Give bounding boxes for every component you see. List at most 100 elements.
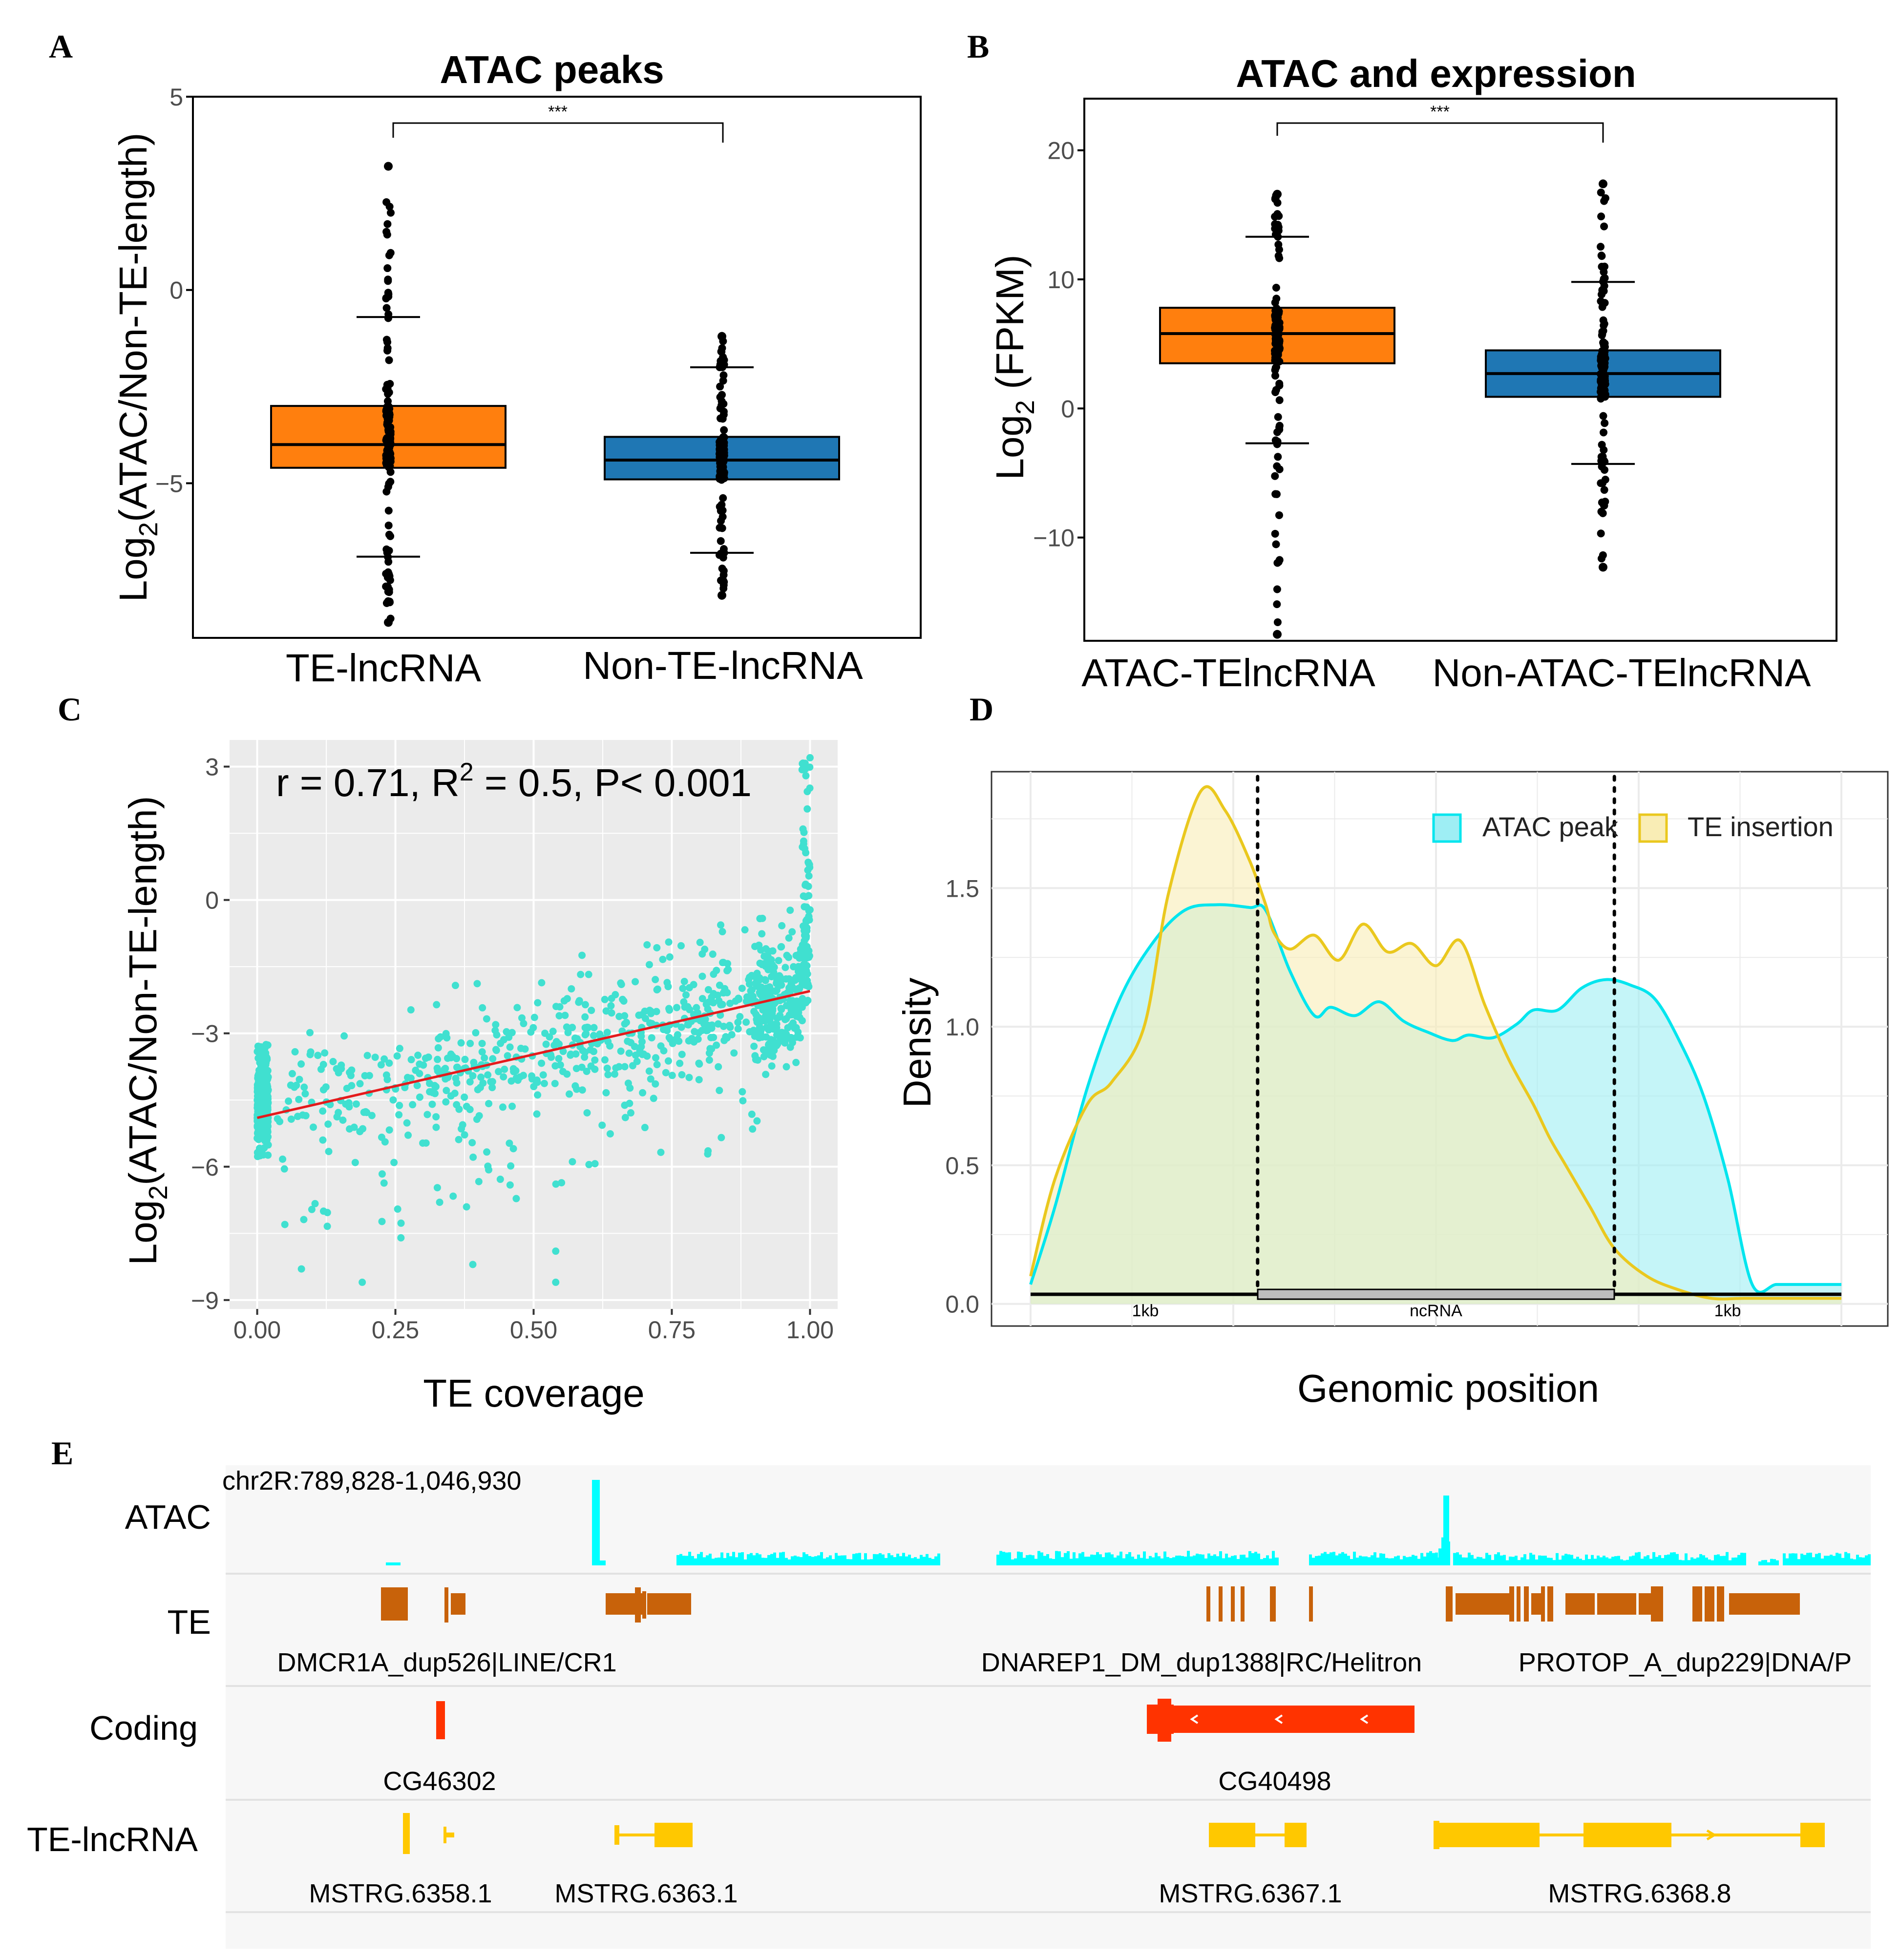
lncrna-track [403,1813,1825,1854]
scatter-point [356,1080,364,1088]
scatter-point [466,1106,474,1114]
atac-bar [1647,1555,1649,1565]
atac-bar [1620,1559,1623,1565]
atac-bar [882,1554,885,1565]
atac-bar [718,1557,720,1565]
scatter-point [558,1179,566,1187]
scatter-point [697,1017,704,1025]
atac-bar [1371,1555,1373,1565]
scatter-point [489,1055,497,1063]
data-point [718,391,726,399]
scatter-point [798,981,806,989]
atac-bar [826,1557,829,1565]
atac-bar [785,1558,788,1565]
atac-bar [703,1557,706,1565]
scatter-point [279,1155,287,1163]
scatter-point [717,1001,725,1009]
scatter-point [739,1088,746,1096]
atac-bar [761,1558,764,1565]
atac-bar [682,1556,685,1565]
scatter-point [743,993,751,1001]
atac-bar [1093,1555,1096,1565]
atac-bar [1362,1556,1365,1565]
atac-bar [715,1558,718,1565]
panel-c-y-label: Log2(ATAC/Non-TE-length) [121,796,173,1265]
data-point [384,390,392,398]
scatter-point [659,955,667,963]
data-point [383,573,392,582]
scatter-point [646,1019,654,1027]
scatter-point [688,1034,696,1042]
scatter-point [706,1045,714,1053]
atac-bar [1582,1560,1585,1565]
atac-bar [1140,1558,1143,1565]
atac-bar [873,1554,876,1565]
scatter-point [802,893,810,901]
data-point [719,433,727,441]
scatter-point [590,1048,598,1055]
data-point [382,336,391,344]
scatter-point [569,1158,576,1166]
scatter-point [261,1106,269,1114]
atac-bar [770,1554,773,1565]
track-label-te: TE [168,1603,211,1641]
atac-bar [1859,1557,1862,1565]
scatter-point [627,1039,635,1047]
panel-c-annotation: r = 0.71, R2 = 0.5, P< 0.001 [276,758,752,804]
data-point [1601,274,1609,282]
atac-bar [1614,1556,1617,1565]
scatter-point [297,1060,305,1068]
x-tick-label: 0.25 [372,1316,419,1344]
atac-bar [1011,1559,1014,1565]
atac-bar [1350,1559,1353,1565]
scatter-point [708,993,716,1001]
atac-bar [1573,1559,1576,1565]
atac-bar [1234,1555,1237,1565]
atac-bar [1641,1559,1644,1565]
scatter-point [756,959,764,967]
panel-d-boundaries [1256,775,1616,1294]
atac-bar [1248,1551,1251,1565]
scatter-point [409,1101,417,1109]
atac-bar [931,1559,934,1565]
scatter-point [501,1065,508,1073]
scatter-point [757,946,765,954]
scatter-point [555,1040,563,1048]
atac-bar [908,1555,911,1565]
scatter-point [407,1075,415,1082]
data-point [383,264,392,273]
data-point [1597,189,1605,197]
data-point [386,532,395,540]
atac-bar [1225,1554,1228,1565]
data-point [1600,341,1608,350]
panel-b-x-label-atac: ATAC-TElncRNA [1081,651,1375,695]
scatter-point [750,1042,758,1050]
atac-bar [1391,1558,1394,1565]
atac-bar [1658,1555,1661,1565]
data-point [1600,379,1608,387]
atac-bar [1111,1554,1114,1565]
atac-bar [1064,1553,1067,1565]
scatter-point [788,928,796,936]
scatter-point [718,928,726,936]
scatter-point [588,1007,595,1014]
scatter-point [583,1109,591,1117]
scatter-point [432,1113,440,1121]
data-point-min [384,618,393,627]
atac-bar [764,1558,767,1565]
scatter-point [329,1058,337,1066]
scatter-point [499,1103,507,1111]
scatter-point [696,1060,703,1068]
scatter-point [538,979,546,987]
y-tick-label: 10 [1047,266,1075,294]
scatter-point [745,980,753,988]
scatter-point [723,989,731,996]
scatter-point [802,917,810,925]
atac-bar [691,1556,694,1565]
scatter-point [469,1072,477,1080]
atac-bar [870,1559,873,1565]
panel-d-segment-ncrna: ncRNA [1410,1302,1462,1320]
atac-bar [1441,1537,1444,1565]
scatter-point [453,1063,461,1071]
